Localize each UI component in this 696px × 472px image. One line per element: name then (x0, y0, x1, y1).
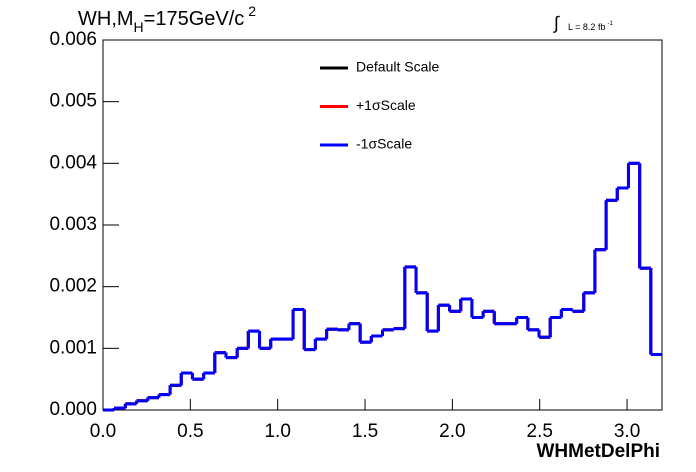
y-tick-label: 0.005 (49, 91, 97, 112)
y-tick-label: 0.006 (49, 29, 97, 50)
x-tick-label: 1.0 (264, 421, 290, 442)
y-tick-label: 0.004 (49, 152, 97, 173)
y-tick-label: 0.002 (49, 276, 97, 297)
lumi: L = 8.2 fb -1 (568, 21, 613, 33)
lumi-symbol: ∫ (552, 13, 560, 33)
lumi-sup: -1 (607, 21, 613, 27)
x-tick-label: 0.0 (90, 421, 116, 442)
title-rest: =175GeV/c (144, 8, 245, 30)
y-tick-label: 0.001 (49, 337, 97, 358)
y-tick-label: 0.000 (49, 399, 97, 420)
lumi-text: L = 8.2 fb (568, 22, 605, 32)
legend-label: -1σScale (356, 136, 412, 152)
title-main: WH,M (78, 8, 134, 30)
title-sup: 2 (248, 3, 256, 19)
x-tick-label: 0.5 (177, 421, 203, 442)
x-tick-label: 3.0 (614, 421, 640, 442)
x-tick-label: 2.5 (527, 421, 553, 442)
x-axis-label: WHMetDelPhi (537, 441, 661, 462)
title-sub: H (134, 19, 144, 35)
y-tick-label: 0.003 (49, 214, 97, 235)
x-tick-label: 1.5 (352, 421, 378, 442)
legend-label: Default Scale (356, 59, 439, 75)
legend-label: +1σScale (356, 97, 416, 113)
x-tick-label: 2.0 (439, 421, 465, 442)
chart-title: WH,MH=175GeV/c 2 (78, 3, 256, 35)
